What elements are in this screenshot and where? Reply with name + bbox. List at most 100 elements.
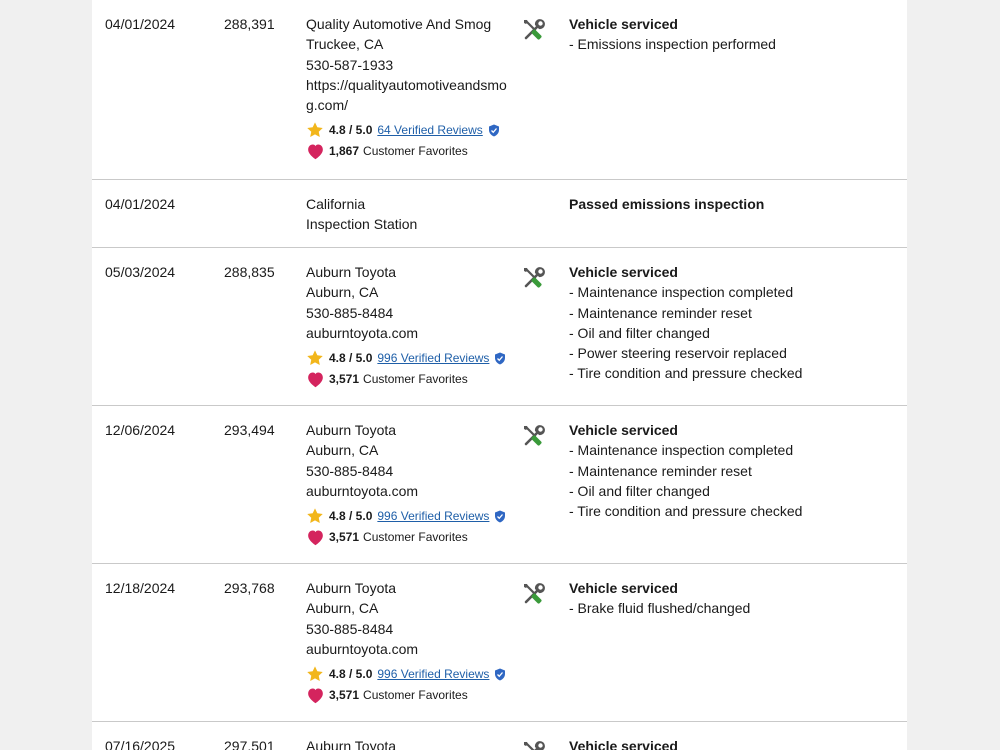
customer-favorites: 3,571 Customer Favorites (306, 686, 521, 704)
service-detail: - Tire condition and pressure checked (569, 503, 803, 520)
favorites-label: Customer Favorites (363, 144, 468, 159)
star-icon (306, 507, 324, 525)
provider-website[interactable]: auburntoyota.com (306, 640, 419, 657)
favorites-label: Customer Favorites (363, 530, 468, 545)
wrench-screwdriver-icon (521, 265, 547, 291)
verified-shield-icon (488, 124, 500, 137)
provider-line: Auburn Toyota (306, 264, 397, 280)
provider-website[interactable]: auburntoyota.com (306, 482, 419, 499)
provider-line: Inspection Station (306, 216, 418, 233)
verified-shield-icon (494, 510, 506, 523)
service-date: 04/01/2024 (105, 196, 176, 212)
service-record-row: 05/03/2024 288,835 Auburn Toyota Auburn, CA… (92, 248, 907, 406)
service-record-row: 04/01/2024 288,391 Quality Automotive And … (92, 0, 907, 180)
provider-website[interactable]: https://qualityautomotiveandsmog.com/ (306, 76, 507, 114)
service-title: Vehicle serviced (569, 264, 678, 280)
service-detail: - Emissions inspection performed (569, 36, 776, 53)
service-description: Vehicle serviced (569, 736, 889, 750)
service-record-row: 04/01/2024 California Inspection Station Pa… (92, 180, 907, 248)
service-records: 04/01/2024 288,391 Quality Automotive And … (92, 0, 907, 750)
service-provider: Quality Automotive And Smog Truckee, CA 53… (306, 14, 521, 160)
odometer-reading: 288,391 (224, 16, 275, 32)
service-detail: - Tire condition and pressure checked (569, 365, 803, 382)
verified-reviews-link[interactable]: 996 Verified Reviews (377, 667, 490, 682)
heart-icon (306, 371, 325, 388)
service-provider: Auburn Toyota Auburn, CA 530-885-8484 aubur… (306, 420, 521, 546)
service-description: Vehicle serviced - Maintenance inspection… (569, 420, 889, 521)
service-date: 07/16/2025 (105, 738, 176, 750)
service-record-row: 12/18/2024 293,768 Auburn Toyota Auburn, CA… (92, 564, 907, 722)
provider-line: Auburn Toyota (306, 580, 397, 596)
star-icon (306, 349, 324, 367)
wrench-screwdriver-icon (521, 581, 547, 607)
odometer-reading: 288,835 (224, 264, 275, 280)
wrench-screwdriver-icon (521, 739, 547, 750)
service-detail: - Maintenance inspection completed (569, 442, 794, 459)
provider-rating: 4.8 / 5.0 64 Verified Reviews (306, 121, 521, 139)
provider-line: Auburn, CA (306, 284, 379, 301)
odometer-reading: 293,494 (224, 422, 275, 438)
service-date: 04/01/2024 (105, 16, 176, 32)
provider-line: Auburn Toyota (306, 422, 397, 438)
favorites-count: 3,571 (329, 372, 360, 387)
service-detail: - Maintenance inspection completed (569, 284, 794, 301)
favorites-count: 3,571 (329, 530, 360, 545)
service-record-row: 07/16/2025 297,501 Auburn Toyota Vehicle se… (92, 722, 907, 750)
service-record-row: 12/06/2024 293,494 Auburn Toyota Auburn, CA… (92, 406, 907, 564)
customer-favorites: 3,571 Customer Favorites (306, 370, 521, 388)
favorites-count: 3,571 (329, 688, 360, 703)
service-date: 05/03/2024 (105, 264, 176, 280)
verified-reviews-link[interactable]: 64 Verified Reviews (377, 123, 483, 138)
service-title: Vehicle serviced (569, 16, 678, 32)
verified-reviews-link[interactable]: 996 Verified Reviews (377, 351, 490, 366)
favorites-label: Customer Favorites (363, 688, 468, 703)
provider-line: California (306, 196, 366, 212)
provider-rating: 4.8 / 5.0 996 Verified Reviews (306, 507, 521, 525)
service-description: Vehicle serviced - Maintenance inspection… (569, 262, 889, 384)
service-provider: California Inspection Station (306, 194, 521, 235)
odometer-reading: 293,768 (224, 580, 275, 596)
heart-icon (306, 143, 325, 160)
heart-icon (306, 529, 325, 546)
customer-favorites: 1,867 Customer Favorites (306, 142, 521, 160)
provider-rating: 4.8 / 5.0 996 Verified Reviews (306, 349, 521, 367)
service-detail: - Brake fluid flushed/changed (569, 600, 751, 617)
service-description: Vehicle serviced - Brake fluid flushed/ch… (569, 578, 889, 619)
service-provider: Auburn Toyota Auburn, CA 530-885-8484 aubur… (306, 262, 521, 388)
service-description: Passed emissions inspection (569, 194, 889, 214)
provider-line: Truckee, CA (306, 36, 384, 53)
service-title: Passed emissions inspection (569, 196, 765, 212)
wrench-screwdriver-icon (521, 17, 547, 43)
rating-score: 4.8 / 5.0 (329, 123, 373, 138)
service-date: 12/18/2024 (105, 580, 176, 596)
verified-reviews-link[interactable]: 996 Verified Reviews (377, 509, 490, 524)
service-title: Vehicle serviced (569, 422, 678, 438)
service-detail: - Oil and filter changed (569, 324, 710, 341)
star-icon (306, 665, 324, 683)
service-description: Vehicle serviced - Emissions inspection p… (569, 14, 889, 55)
verified-shield-icon (494, 668, 506, 681)
provider-rating: 4.8 / 5.0 996 Verified Reviews (306, 665, 521, 683)
service-title: Vehicle serviced (569, 738, 678, 750)
customer-favorites: 3,571 Customer Favorites (306, 528, 521, 546)
provider-website[interactable]: auburntoyota.com (306, 324, 419, 341)
verified-shield-icon (494, 352, 506, 365)
provider-line: 530-885-8484 (306, 462, 394, 479)
provider-line: Auburn Toyota (306, 738, 397, 750)
provider-line: 530-587-1933 (306, 56, 394, 73)
heart-icon (306, 687, 325, 704)
provider-line: Quality Automotive And Smog (306, 16, 492, 32)
service-date: 12/06/2024 (105, 422, 176, 438)
rating-score: 4.8 / 5.0 (329, 667, 373, 682)
favorites-count: 1,867 (329, 144, 360, 159)
rating-score: 4.8 / 5.0 (329, 509, 373, 524)
odometer-reading: 297,501 (224, 738, 275, 750)
service-detail: - Maintenance reminder reset (569, 304, 752, 321)
star-icon (306, 121, 324, 139)
service-provider: Auburn Toyota Auburn, CA 530-885-8484 aubur… (306, 578, 521, 704)
service-detail: - Maintenance reminder reset (569, 462, 752, 479)
service-detail: - Power steering reservoir replaced (569, 345, 787, 362)
provider-line: 530-885-8484 (306, 304, 394, 321)
provider-line: Auburn, CA (306, 442, 379, 459)
service-history-list: 04/01/2024 288,391 Quality Automotive And … (92, 0, 907, 750)
